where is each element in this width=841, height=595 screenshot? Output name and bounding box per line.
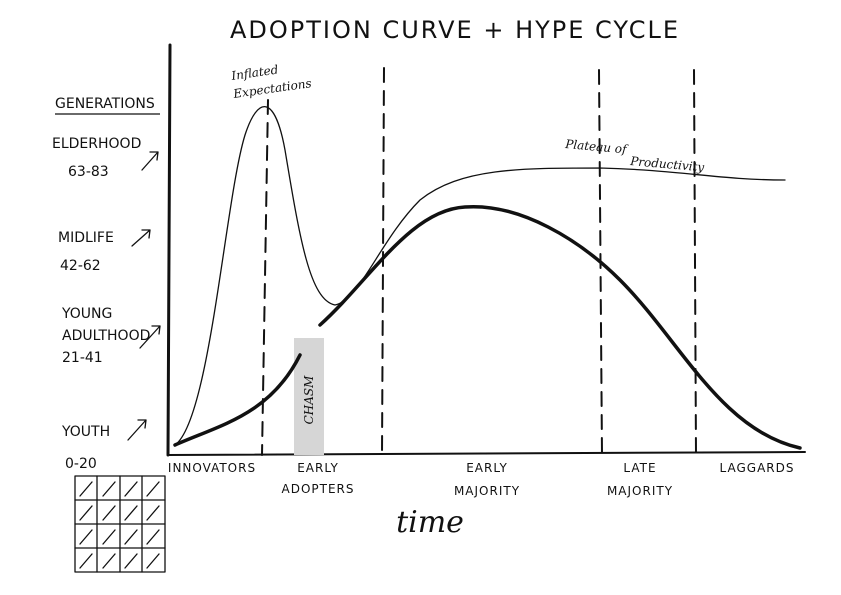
phase-label: MAJORITY [454, 484, 520, 498]
generation-ages: 63-83 [68, 164, 109, 180]
generation-name: YOUTH [61, 424, 110, 440]
x-axis-label: time [396, 505, 464, 540]
adoption-curve-main [318, 205, 802, 450]
arrow [141, 151, 159, 171]
phase-label: EARLY [466, 461, 508, 475]
grid-icon [74, 475, 166, 573]
arrow [127, 419, 147, 441]
peak-label: Inflated [229, 62, 279, 83]
phase-label: EARLY [297, 461, 339, 475]
generation-name: ADULTHOOD [62, 328, 150, 344]
phase-label: LATE [623, 461, 656, 475]
phase-label: MAJORITY [607, 484, 673, 498]
phase-label: INNOVATORS [168, 461, 256, 475]
arrow [139, 325, 161, 349]
y-axis [166, 43, 172, 457]
title: ADOPTION CURVE + HYPE CYCLE [230, 16, 680, 44]
generation-ages: 0-20 [65, 456, 97, 472]
generation-name: YOUNG [61, 306, 112, 322]
adoption-curve-early [173, 353, 302, 447]
phase-label: ADOPTERS [282, 482, 355, 496]
arrow [131, 229, 151, 247]
plateau-label: Productivity [629, 154, 705, 175]
generation-ages: 42-62 [60, 258, 101, 274]
plateau-label: Plateau of [564, 137, 630, 157]
phase-label: LAGGARDS [720, 461, 795, 475]
generation-ages: 21-41 [62, 350, 103, 366]
generation-name: MIDLIFE [58, 230, 114, 246]
chasm-label: CHASM [302, 375, 316, 425]
generations-heading: GENERATIONS [55, 96, 155, 112]
x-axis [167, 451, 806, 456]
hype-curve [174, 106, 786, 446]
generation-name: ELDERHOOD [52, 136, 141, 152]
